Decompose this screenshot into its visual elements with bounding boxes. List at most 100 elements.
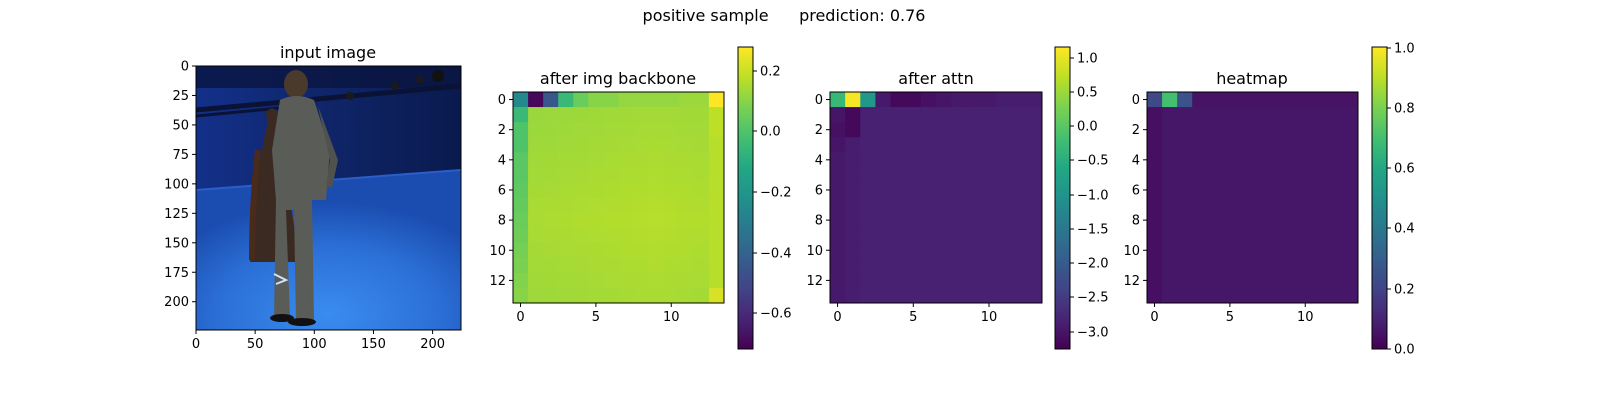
heatmap-cell [981,122,997,138]
heatmap-cell [1312,122,1329,138]
heatmap-cell [1011,212,1028,229]
heatmap-cell [648,257,665,274]
heatmap-cell [890,92,907,108]
heatmap-cell [1026,152,1043,168]
heatmap-cell [966,182,982,198]
heatmap-cell [1297,107,1314,123]
heatmap-cell [678,122,695,138]
heatmap-cell [693,107,710,123]
heatmap-cell [1026,137,1043,153]
heatmap-cell [1026,257,1043,274]
heatmap-cell [588,167,604,183]
heatmap-cell [1312,197,1329,213]
heatmap-cell [618,122,634,138]
y-tick-label: 150 [164,236,189,251]
axes-after-img-backbone: 0 5 10 0 2 4 6 8 10 12 [489,93,679,325]
heatmap-cell [845,92,861,108]
x-tick-label: 5 [909,310,917,325]
heatmap-cell [1222,227,1238,244]
heatmap-cell [513,227,529,244]
heatmap-cell [573,152,589,168]
heatmap-cell [1237,122,1253,138]
y-tick-label: 75 [172,148,189,163]
heatmap-cell [1026,122,1043,138]
heatmap-cell [1026,107,1043,123]
heatmap-cell [936,152,952,168]
heatmap-cell [905,287,922,304]
heatmap-cell [528,182,544,198]
heatmap-cell [936,137,952,153]
heatmap-cell [1011,242,1028,259]
heatmap-cell [573,197,589,213]
heatmap-cell [678,242,695,259]
heatmap-cell [1192,272,1208,289]
heatmap-cell [845,197,861,213]
heatmap-cell [603,287,619,304]
heatmap-cell [1237,107,1253,123]
heatmap-cell [966,287,982,304]
y-tick-label: 10 [1123,244,1140,259]
heatmap-cell [513,272,529,289]
heatmap-cell [573,212,589,229]
heatmap-cell [588,287,604,304]
heatmap-cell [558,197,574,213]
heatmap-cell [966,197,982,213]
heatmap-cell [573,287,589,304]
heatmap-cell [890,182,907,198]
heatmap-cell [1162,122,1178,138]
heatmap-cell [1026,92,1043,108]
heatmap-cell [648,92,665,108]
heatmap-cell [1026,197,1043,213]
heatmap-cell [1267,242,1284,259]
heatmap-cell [558,137,574,153]
heatmap-cell [513,137,529,153]
heatmap-cell [1312,167,1329,183]
panel-heatmap: heatmap 0 5 10 0 2 4 6 8 10 12 1.0 0.8 0.6 0.4 0.2 0.0 [1123,42,1414,358]
heatmap-cell [1192,212,1208,229]
heatmap-cell [920,182,937,198]
heatmap-cell [1282,122,1299,138]
heatmap-cell [633,257,650,274]
heatmap-cell [830,227,846,244]
heatmap-cell [528,257,544,274]
x-tick-label: 10 [663,310,680,325]
heatmap-cell [1207,272,1223,289]
heatmap-cell [1327,92,1344,108]
colorbar-tick-label: 0.2 [760,65,781,80]
heatmap-cell [966,227,982,244]
heatmap-cell [588,92,604,108]
heatmap-cell [633,197,650,213]
heatmap-cell [1147,182,1163,198]
heatmap-cell [1177,122,1193,138]
heatmap-cell [951,122,967,138]
heatmap-cell [920,287,937,304]
heatmap-cell [1267,122,1284,138]
heatmap-cell [1252,122,1268,138]
heatmap-cell [920,107,937,123]
heatmap-cell [648,107,665,123]
heatmap-cell [708,137,725,153]
heatmap-cell [905,122,922,138]
heatmap-cell [708,272,725,289]
y-tick-label: 100 [164,177,189,192]
heatmap-cell [890,227,907,244]
heatmap-cell [920,212,937,229]
heatmap-cell [513,287,529,304]
heatmap-cell [936,107,952,123]
colorbar-tick-label: 0.8 [1394,102,1415,117]
heatmap-cell [951,167,967,183]
heatmap-cell [845,167,861,183]
heatmap-cell [588,107,604,123]
heatmap-cell [663,92,680,108]
heatmap-cell [1192,197,1208,213]
heatmap-cell [1222,152,1238,168]
heatmap-cell [1207,182,1223,198]
heatmap-cell [1312,107,1329,123]
heatmap-cell [1342,152,1359,168]
heatmap-cell [830,257,846,274]
panel-title: after img backbone [540,69,696,88]
heatmap-cell [860,167,876,183]
heatmap-cell [951,287,967,304]
heatmap-cell [513,92,529,108]
heatmap-cell [663,287,680,304]
